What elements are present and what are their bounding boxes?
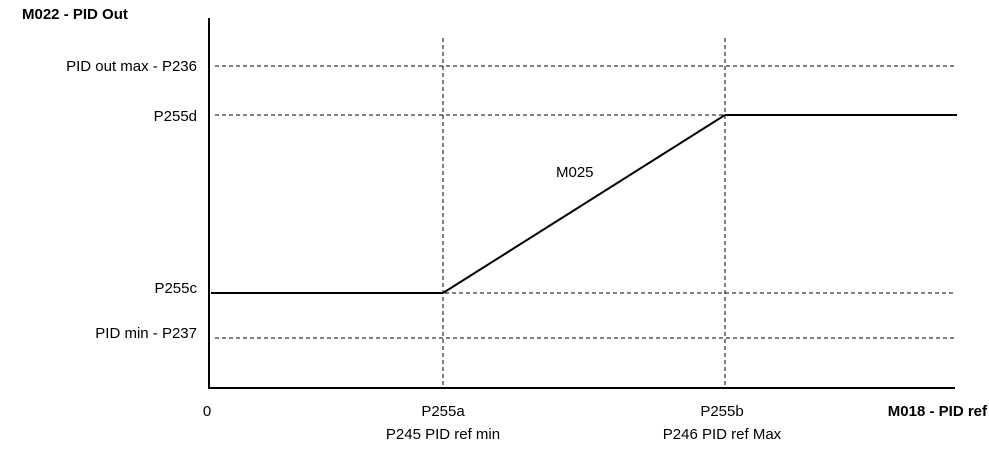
- m025-label: M025: [556, 164, 594, 181]
- y-axis-title: M022 - PID Out: [22, 6, 128, 23]
- x-axis-title: M018 - PID ref: [888, 403, 988, 420]
- p255a-label: P255a: [421, 403, 465, 420]
- m025-curve: [211, 114, 957, 294]
- p246-label: P246 PID ref Max: [663, 426, 782, 443]
- p255c-label: P255c: [154, 280, 197, 297]
- p255b-label: P255b: [700, 403, 743, 420]
- pid-min-label: PID min - P237: [95, 325, 197, 342]
- p245-label: P245 PID ref min: [386, 426, 500, 443]
- origin-label: 0: [203, 403, 211, 420]
- pid-out-max-label: PID out max - P236: [66, 58, 197, 75]
- p255d-label: P255d: [154, 108, 197, 125]
